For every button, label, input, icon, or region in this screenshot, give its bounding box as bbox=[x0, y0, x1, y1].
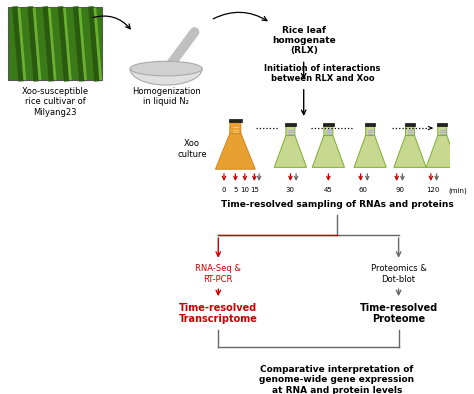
Text: (min): (min) bbox=[448, 188, 467, 194]
Polygon shape bbox=[230, 123, 241, 134]
Ellipse shape bbox=[130, 61, 202, 76]
Polygon shape bbox=[365, 126, 374, 136]
Text: 0: 0 bbox=[222, 188, 226, 193]
Text: Initiation of interactions
between RLX and Xoo: Initiation of interactions between RLX a… bbox=[264, 64, 381, 84]
Text: Time-resolved
Transcriptome: Time-resolved Transcriptome bbox=[179, 303, 258, 324]
Text: Proteomics &
Dot-blot: Proteomics & Dot-blot bbox=[371, 264, 427, 284]
Polygon shape bbox=[286, 126, 295, 136]
Text: Time-resolved
Proteome: Time-resolved Proteome bbox=[359, 303, 438, 324]
Polygon shape bbox=[130, 69, 202, 85]
Polygon shape bbox=[354, 136, 386, 167]
Text: 10: 10 bbox=[240, 188, 249, 193]
Text: Time-resolved sampling of RNAs and proteins: Time-resolved sampling of RNAs and prote… bbox=[220, 200, 453, 209]
Polygon shape bbox=[323, 123, 334, 126]
Polygon shape bbox=[216, 134, 255, 169]
Polygon shape bbox=[274, 136, 307, 167]
Text: Comparative interpretation of
genome-wide gene expression
at RNA and protein lev: Comparative interpretation of genome-wid… bbox=[259, 365, 414, 394]
Polygon shape bbox=[229, 119, 242, 123]
Text: 15: 15 bbox=[250, 188, 259, 193]
Polygon shape bbox=[437, 123, 447, 126]
Text: 45: 45 bbox=[324, 188, 333, 193]
Text: Rice leaf
homogenate
(RLX): Rice leaf homogenate (RLX) bbox=[272, 26, 336, 56]
Text: RNA-Seq &
RT-PCR: RNA-Seq & RT-PCR bbox=[195, 264, 241, 284]
Polygon shape bbox=[365, 123, 375, 126]
FancyBboxPatch shape bbox=[8, 7, 102, 80]
Text: 30: 30 bbox=[286, 188, 295, 193]
Polygon shape bbox=[324, 126, 333, 136]
Text: 60: 60 bbox=[359, 188, 368, 193]
Polygon shape bbox=[405, 126, 414, 136]
Polygon shape bbox=[312, 136, 345, 167]
Polygon shape bbox=[426, 136, 458, 167]
Text: Xoo
culture: Xoo culture bbox=[177, 139, 207, 159]
Ellipse shape bbox=[157, 61, 184, 72]
Polygon shape bbox=[438, 126, 447, 136]
Text: 90: 90 bbox=[396, 188, 405, 193]
Polygon shape bbox=[285, 123, 296, 126]
Text: 5: 5 bbox=[233, 188, 237, 193]
Polygon shape bbox=[405, 123, 415, 126]
Polygon shape bbox=[394, 136, 426, 167]
Text: Xoo-susceptible
rice cultivar of
Milyang23: Xoo-susceptible rice cultivar of Milyang… bbox=[21, 87, 89, 117]
Text: Homogenization
in liquid N₂: Homogenization in liquid N₂ bbox=[132, 87, 201, 106]
Text: 120: 120 bbox=[426, 188, 439, 193]
